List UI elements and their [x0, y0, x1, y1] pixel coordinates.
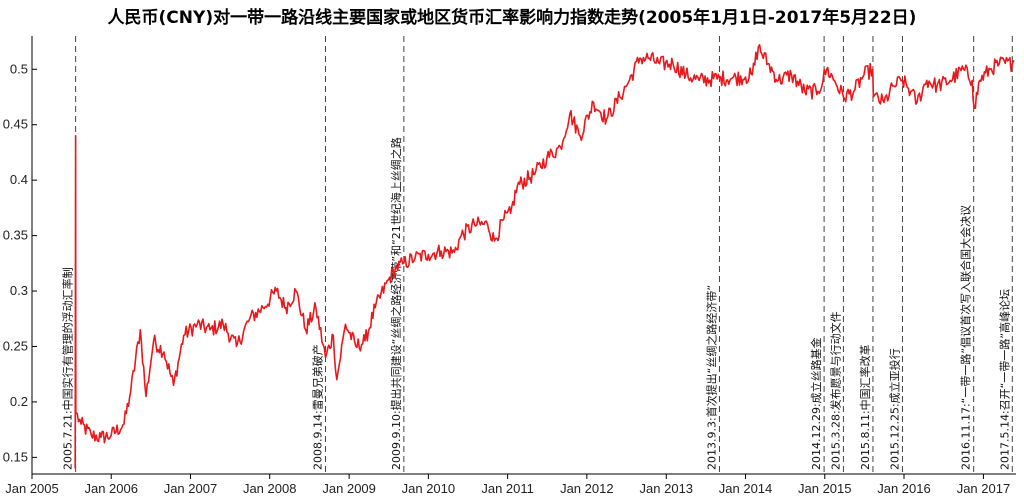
event-label: 2013.9.3:首次提出“丝绸之路经济带” — [704, 285, 718, 470]
series-layer — [74, 44, 1015, 469]
event-markers: 2005.7.21:中国实行有管理的浮动汇率制 2008.9.14:雷曼兄弟破产 2… — [61, 36, 1013, 474]
x-tick-label: Jan 2007 — [164, 481, 218, 496]
event-label: 2014.12.29:成立丝路基金 — [809, 337, 823, 470]
x-tick-label: Jan 2006 — [84, 481, 138, 496]
x-tick-label: Jan 2015 — [798, 481, 852, 496]
x-tick-label: Jan 2011 — [481, 481, 534, 496]
x-tick-label: Jan 2013 — [640, 481, 694, 496]
y-tick-label: 0.35 — [3, 228, 28, 243]
y-tick-label: 0.3 — [10, 283, 28, 298]
event-label: 2015.8.11:中国汇率改革 — [858, 344, 872, 470]
x-tick-label: Jan 2017 — [957, 481, 1011, 496]
x-tick-label: Jan 2005 — [5, 481, 59, 496]
event-label: 2017.5.14:召开“一带一路”高峰论坛 — [997, 289, 1011, 470]
event-label: 2005.7.21:中国实行有管理的浮动汇率制 — [61, 267, 75, 470]
event-label: 2016.11.17:“一带一路”倡议首次写入联合国大会决议 — [959, 205, 973, 470]
y-tick-label: 0.4 — [10, 172, 28, 187]
x-tick-label: Jan 2009 — [322, 481, 376, 496]
event-label: 2009.9.10:提出共同建设“丝绸之路经济带”和“21世纪海上丝绸之路 — [389, 137, 403, 470]
y-tick-label: 0.5 — [10, 61, 28, 76]
event-label: 2015.12.25:成立亚投行 — [887, 348, 901, 470]
x-tick-label: Jan 2010 — [402, 481, 456, 496]
x-tick-label: Jan 2008 — [243, 481, 297, 496]
x-tick-label: Jan 2012 — [560, 481, 614, 496]
event-label: 2015.3.28:发布愿景与行动文件 — [828, 311, 842, 470]
x-tick-label: Jan 2016 — [877, 481, 931, 496]
y-tick-label: 0.25 — [3, 338, 28, 353]
series-line — [74, 44, 1015, 469]
chart-title: 人民币(CNY)对一带一路沿线主要国家或地区货币汇率影响力指数走势(2005年1… — [108, 7, 917, 28]
axes: 0.15 0.2 0.25 0.3 0.35 0.4 0.45 0.5 Jan 2005 Jan … — [3, 36, 1016, 496]
x-tick-label: Jan 2014 — [719, 481, 773, 496]
y-tick-label: 0.45 — [3, 117, 28, 132]
y-tick-label: 0.15 — [3, 449, 28, 464]
y-tick-label: 0.2 — [10, 394, 28, 409]
event-label: 2008.9.14:雷曼兄弟破产 — [310, 344, 324, 470]
